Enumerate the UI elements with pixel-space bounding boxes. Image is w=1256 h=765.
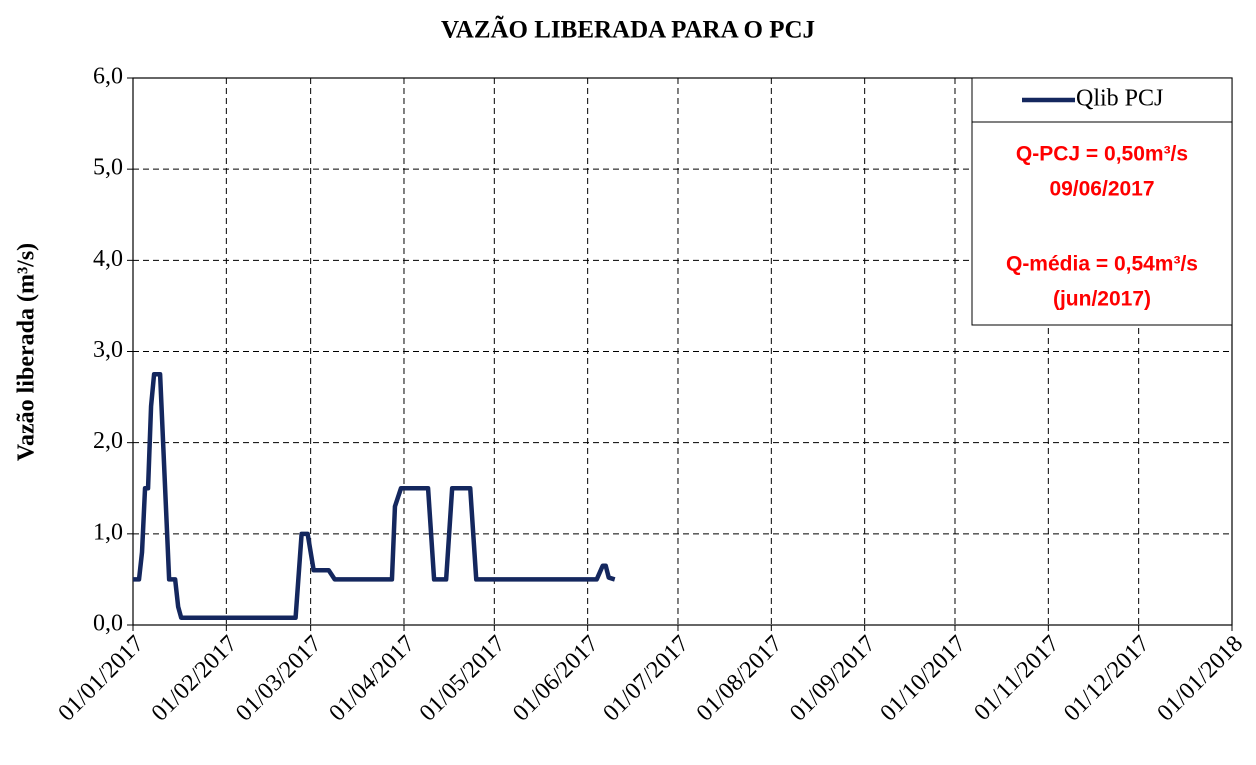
series-line: [133, 372, 616, 620]
annotation: Q-média = 0,54m³/s: [1006, 253, 1198, 276]
y-tick-label: 1,0: [93, 519, 123, 545]
annotation: Q-PCJ = 0,50m³/s: [1016, 143, 1188, 166]
y-tick-label: 2,0: [93, 428, 123, 454]
plot-border: [132, 77, 1233, 626]
y-tick-label: 0,0: [93, 611, 123, 637]
legend-label: Qlib PCJ: [1076, 86, 1163, 112]
y-tick-label: 3,0: [93, 337, 123, 363]
y-axis-label: Vazão liberada (m³/s): [14, 243, 40, 461]
annotation: (jun/2017): [1053, 288, 1151, 311]
chart-title: VAZÃO LIBERADA PARA O PCJ: [441, 16, 815, 44]
legend-box: [971, 77, 1233, 326]
y-tick-label: 6,0: [93, 64, 123, 90]
y-tick-label: 5,0: [93, 155, 123, 181]
y-tick-label: 4,0: [93, 246, 123, 272]
annotation: 09/06/2017: [1049, 178, 1154, 201]
